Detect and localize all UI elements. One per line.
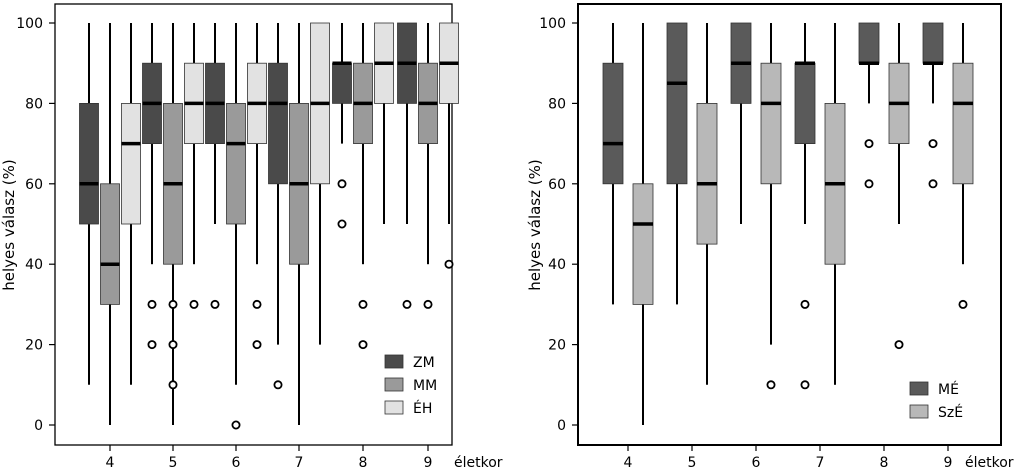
- x-tick-label: 8: [880, 455, 889, 471]
- outlier-point: [273, 380, 283, 390]
- y-tick-label: 0: [557, 418, 566, 434]
- series-SzÉ: [632, 23, 974, 425]
- outlier-point: [252, 299, 262, 309]
- box: [666, 22, 688, 185]
- legend-label: ÉH: [413, 400, 432, 417]
- box: [79, 103, 99, 225]
- outlier-point: [358, 340, 368, 350]
- x-axis-label: életkor: [454, 455, 503, 471]
- outlier-point: [766, 380, 776, 390]
- box: [760, 62, 782, 185]
- y-tick-label: 60: [548, 177, 566, 193]
- y-tick-label: 80: [25, 96, 43, 112]
- plot-frame: [577, 3, 1002, 446]
- y-tick-label: 40: [25, 257, 43, 273]
- outlier-point: [358, 299, 368, 309]
- y-axis-label: helyes válasz (%): [0, 159, 18, 290]
- outlier-point: [958, 299, 968, 309]
- legend-swatch: [384, 354, 404, 369]
- outlier-point: [231, 420, 241, 430]
- box: [696, 103, 718, 245]
- box: [952, 62, 974, 185]
- x-tick-label: 6: [752, 455, 761, 471]
- outlier-point: [189, 299, 199, 309]
- outlier-point: [168, 340, 178, 350]
- y-tick-label: 100: [16, 16, 43, 32]
- outlier-point: [444, 259, 454, 269]
- x-tick-label: 5: [169, 455, 178, 471]
- left-chart: 0 20 40 60 80 100 helyes válasz (%) 4 5 6 7 8 9 életk…: [0, 3, 503, 471]
- y-tick-label: 20: [548, 338, 566, 354]
- series-MM: [100, 23, 438, 430]
- legend-label: ZM: [413, 355, 435, 371]
- outlier-point: [147, 340, 157, 350]
- box: [268, 62, 288, 185]
- legend-swatch: [384, 377, 404, 392]
- legend: ZM MM ÉH: [384, 354, 437, 417]
- x-tick-label: 7: [816, 455, 825, 471]
- outlier-point: [210, 299, 220, 309]
- legend: MÉ SzÉ: [909, 381, 963, 421]
- y-axis-label: helyes válasz (%): [526, 159, 544, 290]
- x-tick-label: 9: [944, 455, 953, 471]
- y-tick-label: 40: [548, 257, 566, 273]
- legend-label: SzÉ: [938, 404, 963, 421]
- legend-swatch: [909, 404, 929, 419]
- outlier-point: [864, 179, 874, 189]
- box: [632, 183, 654, 305]
- x-tick-label: 5: [688, 455, 697, 471]
- series-ZM: [79, 22, 417, 390]
- outlier-point: [337, 219, 347, 229]
- outlier-point: [800, 380, 810, 390]
- outlier-point: [800, 299, 810, 309]
- y-tick-label: 80: [548, 96, 566, 112]
- outlier-point: [168, 380, 178, 390]
- x-tick-label: 6: [232, 455, 241, 471]
- legend-swatch: [384, 400, 404, 415]
- outlier-point: [168, 299, 178, 309]
- outlier-point: [894, 340, 904, 350]
- outlier-point: [928, 179, 938, 189]
- x-tick-label: 4: [624, 455, 633, 471]
- box: [794, 62, 816, 145]
- outlier-point: [402, 299, 412, 309]
- y-tick-label: 60: [25, 177, 43, 193]
- x-tick-label: 7: [295, 455, 304, 471]
- box: [226, 103, 246, 225]
- outlier-point: [337, 179, 347, 189]
- box: [332, 62, 352, 104]
- box: [602, 62, 624, 185]
- box: [100, 183, 120, 305]
- x-tick-label: 8: [359, 455, 368, 471]
- legend-label: MM: [413, 378, 437, 394]
- outlier-point: [928, 139, 938, 149]
- y-tick-label: 0: [34, 418, 43, 434]
- box: [858, 22, 880, 64]
- series-MÉ: [602, 22, 944, 390]
- legend-swatch: [909, 381, 929, 396]
- y-tick-label: 100: [539, 16, 566, 32]
- x-tick-label: 4: [106, 455, 115, 471]
- x-axis-label: életkor: [965, 455, 1014, 471]
- outlier-point: [423, 299, 433, 309]
- x-tick-label: 9: [424, 455, 433, 471]
- legend-label: MÉ: [938, 381, 959, 398]
- outlier-point: [252, 340, 262, 350]
- y-tick-label: 20: [25, 338, 43, 354]
- series-ÉH: [121, 22, 459, 385]
- outlier-point: [864, 139, 874, 149]
- box: [121, 103, 141, 225]
- outlier-point: [147, 299, 157, 309]
- box: [922, 22, 944, 64]
- plot-frame: [54, 3, 453, 446]
- right-chart: 0 20 40 60 80 100 helyes válasz (%) 4 5 6 7 8 9 életk…: [526, 3, 1014, 471]
